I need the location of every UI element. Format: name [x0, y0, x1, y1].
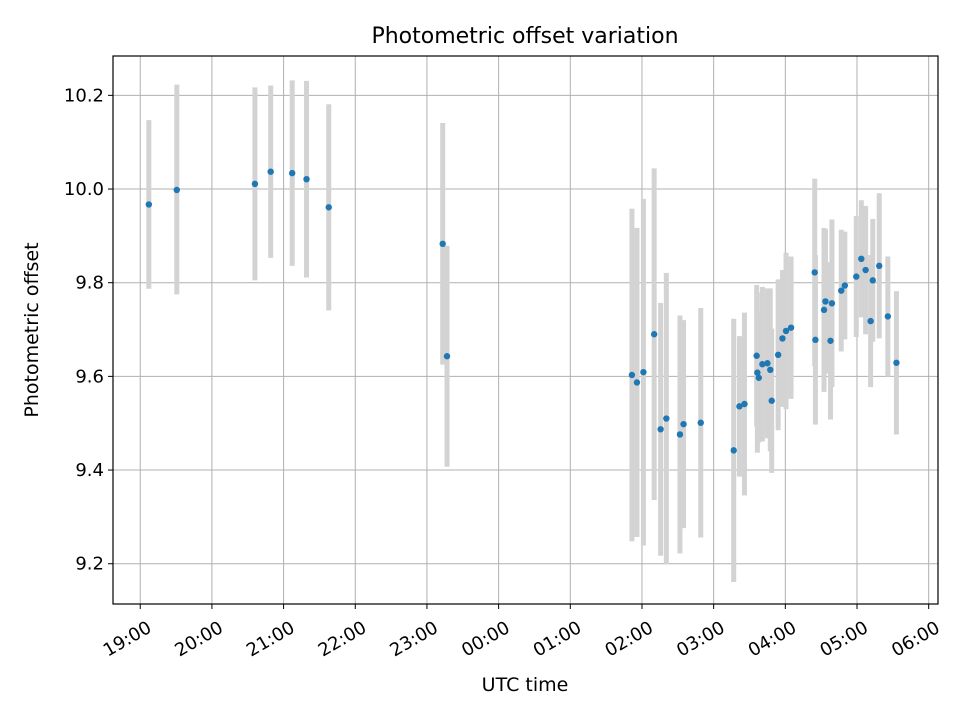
chart-title: Photometric offset variation: [371, 24, 678, 49]
data-point: [267, 168, 274, 175]
data-point: [768, 397, 775, 404]
data-point: [325, 204, 332, 211]
y-tick-label: 9.2: [75, 554, 104, 575]
y-axis-label: Photometric offset: [21, 242, 43, 417]
data-point: [303, 175, 310, 183]
y-tick-label: 10.0: [64, 179, 104, 200]
data-point: [145, 201, 153, 208]
data-point: [858, 255, 865, 263]
data-point: [853, 273, 860, 280]
data-point: [869, 277, 876, 284]
data-point: [753, 352, 760, 359]
data-point: [676, 431, 684, 438]
y-tick-label: 9.6: [75, 366, 104, 387]
data-point: [697, 419, 704, 426]
data-point: [754, 369, 761, 376]
data-point: [812, 336, 819, 344]
data-point: [876, 262, 883, 270]
data-point: [764, 360, 771, 367]
y-tick-label: 9.4: [75, 460, 104, 481]
data-point: [741, 400, 748, 408]
data-point: [767, 366, 774, 374]
data-point: [884, 313, 892, 320]
data-point: [759, 360, 766, 368]
data-point: [822, 298, 829, 305]
data-point: [663, 415, 670, 422]
data-point: [820, 306, 828, 314]
data-point: [650, 331, 658, 338]
data-point: [633, 379, 641, 386]
data-point: [828, 300, 836, 307]
data-point: [811, 269, 818, 276]
data-point: [443, 353, 451, 360]
plot-frame: [112, 55, 939, 605]
data-point: [893, 359, 900, 366]
data-point: [173, 186, 180, 194]
data-point: [774, 351, 782, 359]
data-point: [782, 327, 790, 335]
data-point: [680, 420, 687, 428]
y-tick-label: 9.8: [75, 273, 104, 294]
y-tick-label: 10.2: [64, 85, 104, 106]
data-point: [838, 287, 845, 294]
data-point: [827, 337, 834, 344]
data-points: [145, 168, 900, 454]
data-point: [736, 403, 743, 410]
data-point: [779, 335, 786, 342]
x-axis-label: UTC time: [482, 674, 569, 696]
data-point: [730, 447, 737, 454]
data-point: [439, 240, 446, 248]
data-point: [288, 169, 296, 177]
data-point: [251, 180, 259, 188]
data-point: [841, 282, 849, 289]
data-point: [867, 317, 874, 325]
data-point: [640, 368, 647, 376]
data-point: [657, 426, 664, 433]
data-point: [755, 374, 763, 381]
data-point: [628, 371, 636, 379]
data-point: [862, 266, 869, 274]
data-point: [787, 324, 795, 331]
